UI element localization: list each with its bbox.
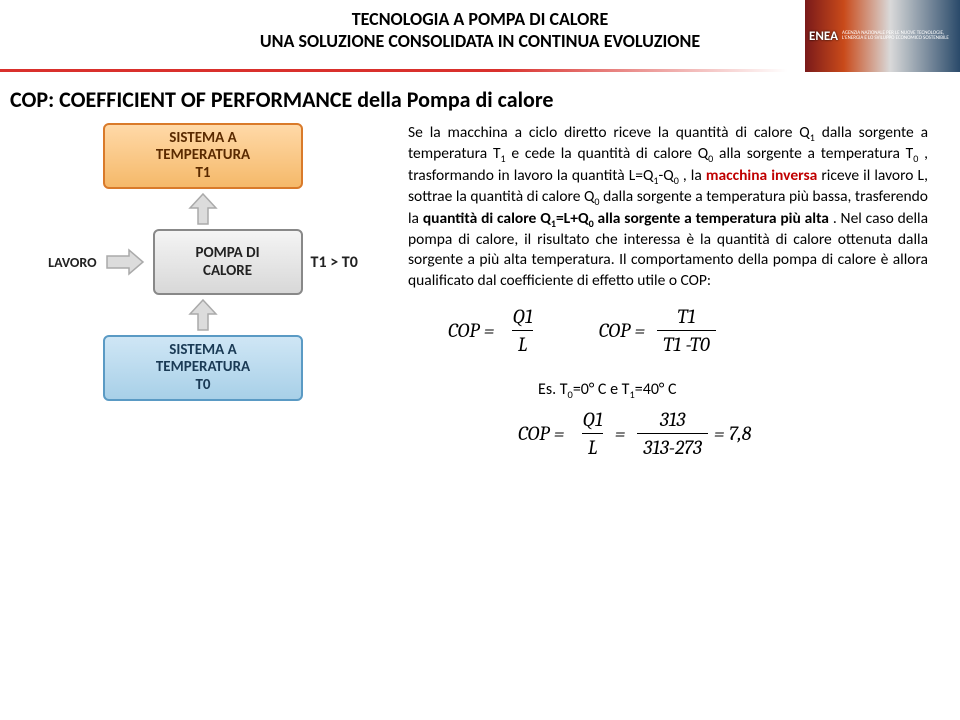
lavoro-label: LAVORO [48,254,96,271]
box-t1-line1: SISTEMA A [169,130,236,147]
body-paragraph: Se la macchina a ciclo diretto riceve la… [408,123,928,291]
macchina-inversa: macchina inversa [706,166,817,185]
q1-bold: quantità di calore Q1=L+Q0 alla sorgente… [423,209,829,228]
enea-logo: ENEA AGENZIA NAZIONALE PER LE NUOVE TECN… [805,0,960,72]
content-area: SISTEMA A TEMPERATURA T1 LAVORO POMPA DI… [0,123,960,459]
box-t0-line2: TEMPERATURA [156,359,250,376]
arrow-up-2-icon [185,297,221,333]
slide-header: TECNOLOGIA A POMPA DI CALORE UNA SOLUZIO… [0,0,960,72]
box-t0-line1: SISTEMA A [169,342,236,359]
box-t0-sym: T0 [195,377,210,394]
pump-line2: CALORE [203,262,252,280]
formula-cop-numeric: COP = Q1 L = 313 313-273 = 7,8 [518,408,928,459]
formulas-row-1: COP = Q1 L COP = T1 T1 -T0 [448,305,928,356]
section-title: COP: COEFFICIENT OF PERFORMANCE della Po… [10,86,960,113]
diagram-mid-row: LAVORO POMPA DI CALORE T1 > T0 [48,229,358,295]
arrow-right-icon [105,247,145,277]
header-underline [0,69,960,72]
box-system-t1: SISTEMA A TEMPERATURA T1 [103,123,303,189]
box-pump: POMPA DI CALORE [153,229,303,295]
example-line: Es. T0=0° C e T1=40° C [538,380,928,401]
diagram: SISTEMA A TEMPERATURA T1 LAVORO POMPA DI… [8,123,398,459]
formula-cop-q1-l: COP = Q1 L [448,305,539,356]
box-t1-sym: T1 [195,165,210,182]
box-t1-line2: TEMPERATURA [156,147,250,164]
arrow-up-icon [185,191,221,227]
formula-cop-t1-t0: COP = T1 T1 -T0 [599,305,716,356]
text-column: Se la macchina a ciclo diretto riceve la… [408,123,928,459]
pump-line1: POMPA DI [195,244,259,262]
relation-label: T1 > T0 [311,253,358,272]
logo-text: ENEA [809,29,838,44]
box-system-t0: SISTEMA A TEMPERATURA T0 [103,335,303,401]
logo-subtitle: AGENZIA NAZIONALE PER LE NUOVE TECNOLOGI… [842,31,956,42]
